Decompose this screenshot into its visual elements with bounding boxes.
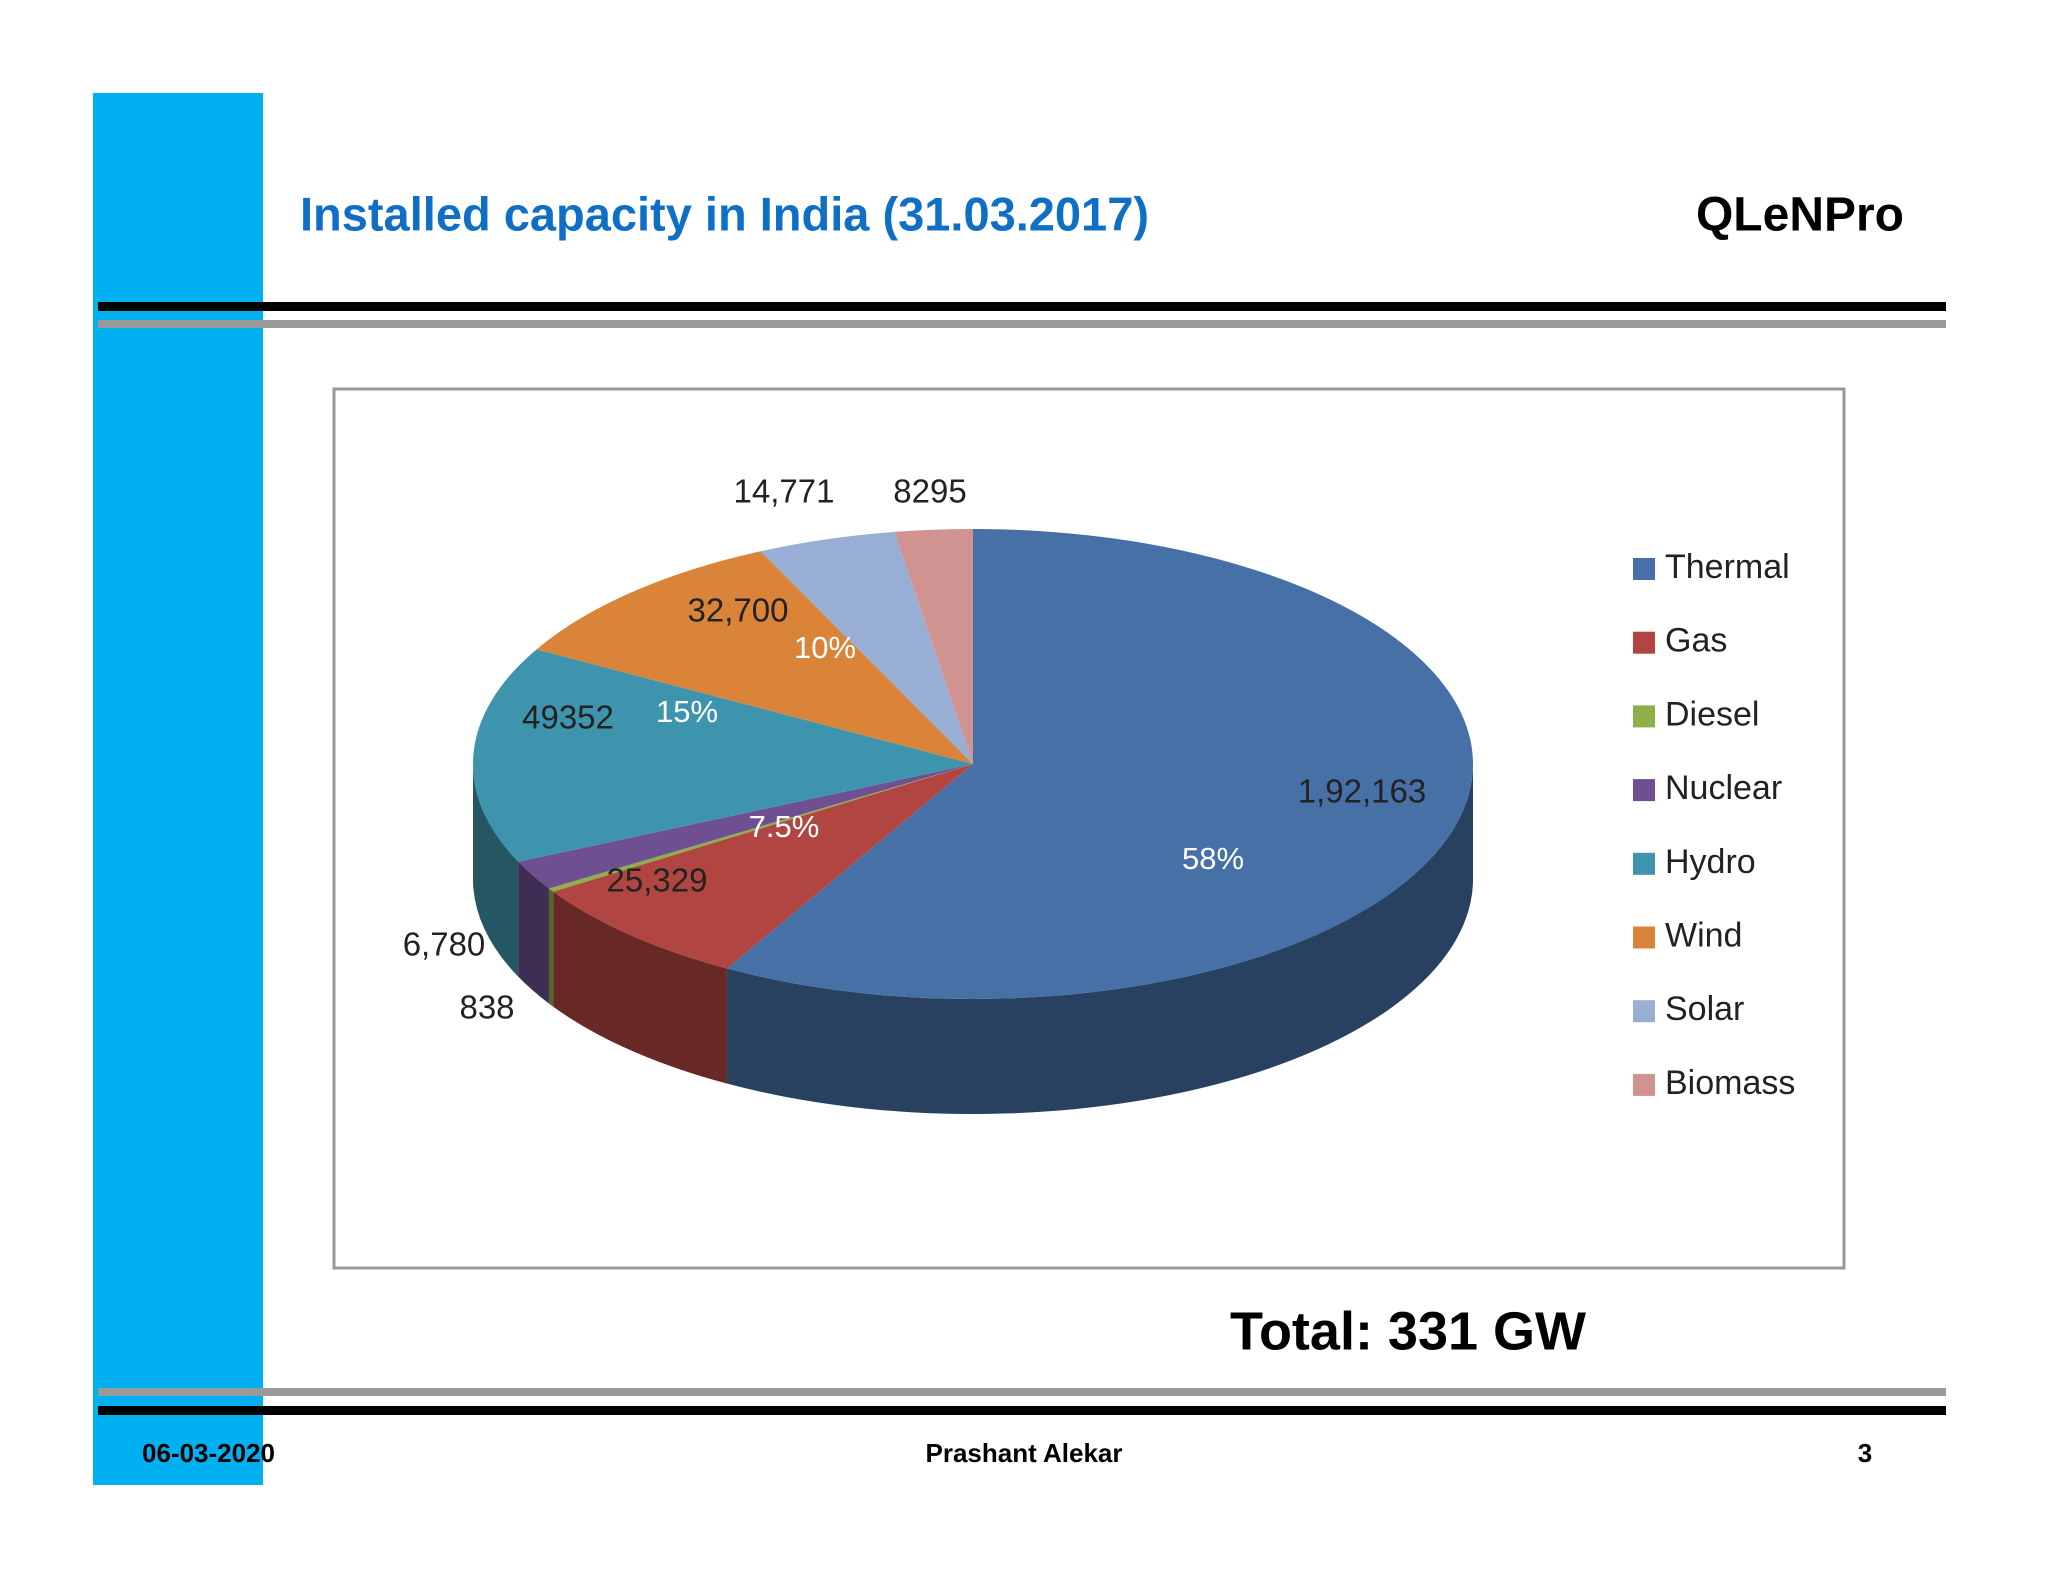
rule: [98, 302, 1946, 311]
legend-swatch: [1633, 852, 1655, 875]
legend-swatch: [1633, 779, 1655, 802]
legend-label: Wind: [1665, 916, 1742, 954]
legend-swatch: [1633, 926, 1655, 949]
value-label: 25,329: [607, 862, 708, 899]
slice-shade: [553, 891, 727, 1084]
value-label: 1,92,163: [1298, 773, 1426, 810]
side-band: [93, 93, 263, 1485]
legend-swatch: [1633, 631, 1655, 654]
value-label: 32,700: [688, 592, 789, 629]
legend-swatch: [1633, 705, 1655, 728]
legend-swatch: [1633, 558, 1655, 580]
rule: [98, 320, 1946, 328]
value-label: 14,771: [734, 473, 835, 510]
logo: QLeNPro: [1696, 189, 1904, 242]
rule: [98, 1388, 1946, 1396]
percent-label: 58%: [1182, 841, 1244, 876]
footer-date: 06-03-2020: [142, 1438, 275, 1468]
value-label: 6,780: [403, 926, 486, 963]
legend-swatch: [1633, 1000, 1655, 1023]
slide-title: Installed capacity in India (31.03.2017): [300, 187, 1149, 240]
percent-label: 7.5%: [749, 809, 820, 844]
legend-label: Solar: [1665, 990, 1744, 1028]
slice-shade: [473, 764, 519, 977]
legend-label: Biomass: [1665, 1064, 1795, 1102]
value-label: 838: [459, 989, 514, 1026]
total: Total: 331 GW: [1230, 1301, 1586, 1361]
slice-side: [553, 891, 727, 1084]
slice: [894, 529, 973, 764]
slice-shade: [518, 861, 549, 1004]
value-label: 8295: [893, 473, 966, 510]
percent-label: 15%: [656, 694, 718, 729]
slice-side: [548, 888, 554, 1007]
legend-label: Thermal: [1665, 548, 1790, 586]
slice: [553, 764, 973, 969]
legend-label: Nuclear: [1665, 769, 1782, 807]
legend-label: Gas: [1665, 622, 1727, 660]
slice-side: [518, 861, 549, 1004]
slice: [548, 764, 973, 892]
slice-shade: [548, 888, 554, 1007]
slice: [518, 764, 973, 889]
slice: [473, 649, 973, 862]
slice: [760, 531, 973, 764]
page-number: 3: [1858, 1438, 1872, 1468]
slice: [726, 529, 1473, 999]
slice-shade: [726, 764, 1473, 1114]
percent-label: 10%: [794, 630, 856, 665]
legend-label: Hydro: [1665, 843, 1756, 881]
footer-author: Prashant Alekar: [925, 1438, 1122, 1468]
value-label: 49352: [522, 699, 614, 736]
chart: 1,92,163 25,329 838 6,780 49352 32,700 14,771 8…: [403, 473, 1795, 1114]
slice: [536, 551, 973, 764]
rule: [98, 1406, 1946, 1415]
legend-swatch: [1633, 1073, 1655, 1096]
legend-label: Diesel: [1665, 695, 1759, 733]
slice-side: [726, 764, 1473, 1114]
slice-side: [473, 764, 519, 977]
